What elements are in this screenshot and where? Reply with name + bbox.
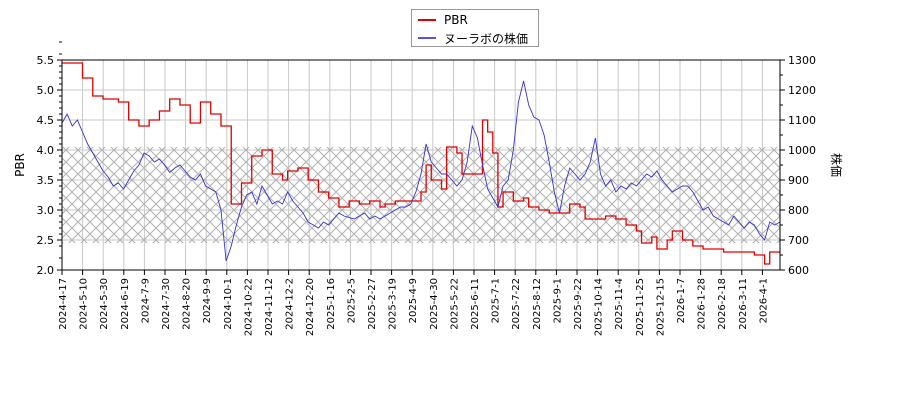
x-tick-label: 2025-4-9 bbox=[408, 278, 419, 323]
y-tick-right-label: 1300 bbox=[788, 54, 816, 67]
y-tick-right-label: 800 bbox=[788, 204, 809, 217]
x-tick-label: 2025-4-30 bbox=[429, 278, 440, 330]
y-axis-right: 600 700 800 900 1000 1100 1200 1300 bbox=[780, 54, 816, 277]
x-tick-label: 2025-2-27 bbox=[367, 278, 378, 330]
x-tick-label: 2025-10-14 bbox=[594, 278, 605, 336]
legend-item-pbr: PBR bbox=[418, 12, 468, 28]
y-tick-left-label: 2.0 bbox=[37, 264, 55, 277]
x-tick-label: 2025-11-25 bbox=[635, 278, 646, 336]
x-tick-label: 2026-1-7 bbox=[676, 278, 687, 323]
x-tick-label: 2025-8-12 bbox=[532, 278, 543, 330]
x-tick-label: 2026-1-28 bbox=[697, 278, 708, 330]
x-tick-label: 2024-11-12 bbox=[264, 278, 275, 336]
x-tick-label: 2025-9-22 bbox=[573, 278, 584, 330]
x-tick-label: 2026-3-11 bbox=[738, 278, 749, 330]
x-tick-label: 2025-9-1 bbox=[552, 278, 563, 323]
y-tick-right-label: 1100 bbox=[788, 114, 816, 127]
y-axis-right-label: 株価 bbox=[829, 153, 844, 177]
legend-swatch-stock-price bbox=[418, 37, 436, 39]
stock-price-line bbox=[62, 80, 780, 262]
x-tick-label: 2025-6-11 bbox=[470, 278, 481, 330]
x-tick-label: 2025-5-22 bbox=[449, 278, 460, 330]
pbr-line bbox=[62, 62, 780, 265]
x-tick-label: 2025-7-22 bbox=[511, 278, 522, 330]
legend-label: PBR bbox=[444, 13, 468, 27]
x-tick-label: 2024-10-1 bbox=[223, 278, 234, 330]
y-tick-right-label: 1000 bbox=[788, 144, 816, 157]
x-tick-label: 2024-8-20 bbox=[182, 278, 193, 330]
x-tick-label: 2024-4-17 bbox=[58, 278, 69, 330]
y-tick-right-label: 900 bbox=[788, 174, 809, 187]
x-tick-label: 2024-5-30 bbox=[99, 278, 110, 330]
legend-item-stock-price: ヌーラボの株価 bbox=[418, 30, 528, 46]
x-tick-label: 2024-9-9 bbox=[202, 278, 213, 323]
x-tick-label: 2024-12-20 bbox=[305, 278, 316, 336]
x-tick-label: 2025-12-15 bbox=[655, 278, 666, 336]
y-tick-left-label: 4.5 bbox=[37, 114, 55, 127]
y-tick-left-label: 5.5 bbox=[37, 54, 55, 67]
x-tick-label: 2025-7-1 bbox=[491, 278, 502, 323]
x-tick-label: 2024-12-2 bbox=[285, 278, 296, 330]
x-tick-label: 2026-4-1 bbox=[758, 278, 769, 323]
y-tick-left-label: 4.0 bbox=[37, 144, 55, 157]
x-tick-label: 2024-7-9 bbox=[140, 278, 151, 323]
x-tick-label: 2025-3-19 bbox=[388, 278, 399, 330]
x-tick-label: 2024-5-10 bbox=[79, 278, 90, 330]
y-tick-right-label: 700 bbox=[788, 234, 809, 247]
x-tick-label: 2026-2-18 bbox=[717, 278, 728, 330]
legend-label: ヌーラボの株価 bbox=[444, 31, 529, 46]
y-tick-left-label: 3.0 bbox=[37, 204, 55, 217]
x-axis: 2024-4-17 2024-5-10 2024-5-30 2024-6-19 2024… bbox=[58, 270, 769, 336]
legend: PBR ヌーラボの株価 bbox=[411, 9, 539, 47]
y-tick-left-label: 2.5 bbox=[37, 234, 55, 247]
x-tick-label: 2025-11-4 bbox=[614, 278, 625, 330]
x-tick-label: 2024-10-22 bbox=[243, 278, 254, 336]
legend-swatch-pbr bbox=[418, 19, 436, 21]
x-tick-label: 2024-7-30 bbox=[161, 278, 172, 330]
y-axis-left-label: PBR bbox=[13, 153, 27, 177]
x-tick-label: 2025-1-16 bbox=[326, 278, 337, 330]
x-tick-label: 2024-6-19 bbox=[120, 278, 131, 330]
y-tick-right-label: 600 bbox=[788, 264, 809, 277]
y-axis-left: 2.0 2.5 3.0 3.5 4.0 4.5 5.0 5.5 bbox=[37, 41, 62, 277]
series-lines bbox=[62, 62, 780, 265]
y-tick-left-label: 3.5 bbox=[37, 174, 55, 187]
x-tick-label: 2025-2-5 bbox=[346, 278, 357, 323]
y-tick-left-label: 5.0 bbox=[37, 84, 55, 97]
y-tick-right-label: 1200 bbox=[788, 84, 816, 97]
